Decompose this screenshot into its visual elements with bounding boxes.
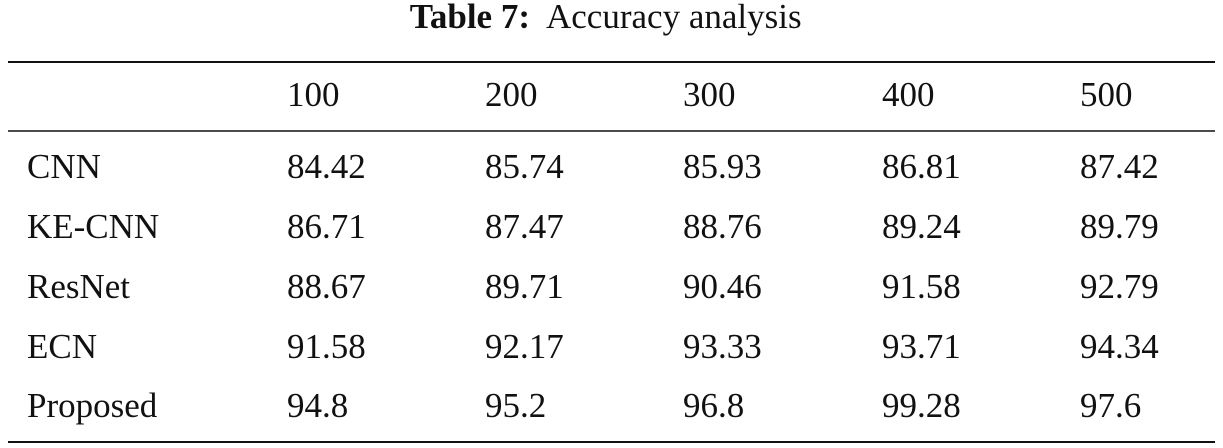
header-cell: 300 bbox=[683, 75, 736, 114]
caption-text: Accuracy analysis bbox=[546, 0, 802, 36]
header-cell: 100 bbox=[287, 75, 340, 114]
cell: 89.79 bbox=[1080, 207, 1159, 246]
cell: 84.42 bbox=[287, 147, 366, 186]
cell: 95.2 bbox=[485, 386, 546, 425]
row-label: ECN bbox=[27, 327, 97, 366]
cell: 94.8 bbox=[287, 386, 348, 425]
cell: 88.67 bbox=[287, 267, 366, 306]
row-label: KE-CNN bbox=[27, 207, 159, 246]
cell: 86.71 bbox=[287, 207, 366, 246]
row-label: CNN bbox=[27, 147, 101, 186]
header-cell: 500 bbox=[1080, 75, 1133, 114]
cell: 96.8 bbox=[683, 386, 744, 425]
cell: 99.28 bbox=[882, 386, 961, 425]
cell: 91.58 bbox=[287, 327, 366, 366]
cell: 92.17 bbox=[485, 327, 564, 366]
cell: 93.71 bbox=[882, 327, 961, 366]
cell: 86.81 bbox=[882, 147, 961, 186]
row-label: Proposed bbox=[27, 386, 158, 425]
cell: 92.79 bbox=[1080, 267, 1159, 306]
cell: 93.33 bbox=[683, 327, 762, 366]
row-label: ResNet bbox=[27, 267, 130, 306]
cell: 87.47 bbox=[485, 207, 564, 246]
cell: 94.34 bbox=[1080, 327, 1159, 366]
cell: 89.71 bbox=[485, 267, 564, 306]
header-cell: 400 bbox=[882, 75, 935, 114]
header-cell: 200 bbox=[485, 75, 538, 114]
caption-label: Table 7: bbox=[410, 0, 530, 36]
cell: 88.76 bbox=[683, 207, 762, 246]
cell: 87.42 bbox=[1080, 147, 1159, 186]
cell: 85.93 bbox=[683, 147, 762, 186]
cell: 85.74 bbox=[485, 147, 564, 186]
cell: 89.24 bbox=[882, 207, 961, 246]
cell: 91.58 bbox=[882, 267, 961, 306]
cell: 90.46 bbox=[683, 267, 762, 306]
cell: 97.6 bbox=[1080, 386, 1141, 425]
